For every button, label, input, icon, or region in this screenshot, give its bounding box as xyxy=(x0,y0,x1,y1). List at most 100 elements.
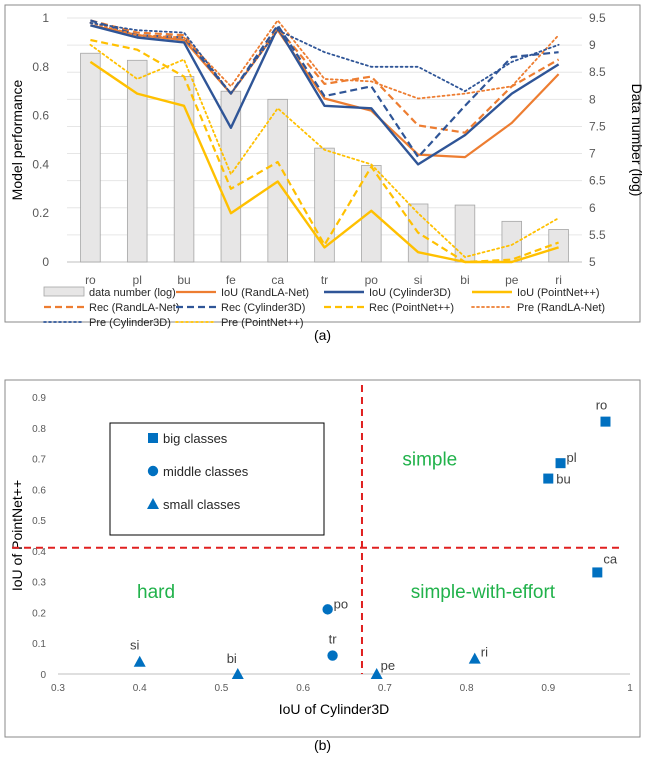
y-tick-label: 0.1 xyxy=(32,639,46,650)
point-tr xyxy=(327,650,338,661)
point-bi xyxy=(231,668,244,679)
panel-b-chart: 0.3 0.4 0.5 0.6 0.7 0.8 0.9 1 0 0.1 0.2 0.3 0.4 0.5 0.… xyxy=(4,379,641,738)
legend-label: middle classes xyxy=(163,464,249,479)
legend-label: Rec (RandLA-Net) xyxy=(89,302,179,314)
panel-a-chart: 0 0.2 0.4 0.6 0.8 1 5 5.5 6 6.5 7 7.5 8 8.5 9 9.5 ro pl bu… xyxy=(4,4,645,329)
series-line-2 xyxy=(89,60,559,264)
series-line-5 xyxy=(90,38,559,264)
point-label-ca: ca xyxy=(603,551,618,566)
x-tick-label: 0.4 xyxy=(133,683,147,694)
legend-label: Pre (Cylinder3D) xyxy=(89,317,171,329)
legend-marker-triangle xyxy=(147,498,159,509)
x-tick-label: ri xyxy=(555,273,562,287)
x-tick-label: 0.7 xyxy=(378,683,392,694)
y-tick-label: 0.8 xyxy=(32,60,49,74)
series-line-3 xyxy=(90,19,560,134)
series-line-7 xyxy=(89,21,560,95)
panel-b-border xyxy=(4,379,641,738)
y-axis-title: IoU of PointNet++ xyxy=(9,480,25,591)
point-label-ri: ri xyxy=(481,645,488,660)
x-tick-label: fe xyxy=(226,273,236,287)
x-tick-label: si xyxy=(414,273,423,287)
point-label-po: po xyxy=(334,596,348,611)
point-ca xyxy=(592,567,603,578)
x-tick-label: bi xyxy=(460,273,469,287)
legend-label: small classes xyxy=(163,497,241,512)
legend-label: IoU (PointNet++) xyxy=(517,287,600,299)
x-tick-label: ca xyxy=(271,273,284,287)
y-tick-label: 0.2 xyxy=(32,608,46,619)
point-ro xyxy=(600,416,611,427)
point-ri xyxy=(468,652,481,664)
point-label-ro: ro xyxy=(596,398,608,413)
legend-label: Rec (Cylinder3D) xyxy=(221,302,305,314)
region-label-hard: hard xyxy=(137,582,175,603)
x-tick-label: ro xyxy=(85,273,96,287)
y2-tick-label: 9.5 xyxy=(589,11,606,25)
series-line-6 xyxy=(89,19,560,100)
series-line-8 xyxy=(89,43,560,259)
y2-tick-label: 9 xyxy=(589,38,596,52)
legend-label: IoU (Cylinder3D) xyxy=(369,287,451,299)
series-line-1 xyxy=(90,24,560,166)
bar-pl xyxy=(126,59,148,263)
point-bu xyxy=(543,473,554,484)
legend-swatch xyxy=(43,286,85,297)
x-tick-label: 0.8 xyxy=(460,683,474,694)
x-tick-label: 1 xyxy=(627,683,633,694)
y-tick-label: 0 xyxy=(40,670,46,681)
x-tick-label: bu xyxy=(177,273,190,287)
bar-po xyxy=(361,165,382,263)
y2-tick-label: 8.5 xyxy=(589,65,606,79)
panel-a-label: (a) xyxy=(313,327,332,343)
point-label-bu: bu xyxy=(556,472,570,487)
legend-label: IoU (RandLA-Net) xyxy=(221,287,309,299)
y-tick-label: 0.8 xyxy=(32,424,46,435)
y2-tick-label: 5.5 xyxy=(589,228,606,242)
point-pl xyxy=(555,458,566,469)
bar-pe xyxy=(501,220,523,263)
y-tick-label: 0.6 xyxy=(32,485,46,496)
y-tick-label: 0.9 xyxy=(32,393,46,404)
y-tick-label: 1 xyxy=(42,11,49,25)
y2-tick-label: 8 xyxy=(589,92,596,106)
bar-tr xyxy=(314,147,335,263)
y-tick-label: 0.4 xyxy=(32,547,46,558)
panel-a-border xyxy=(4,4,641,323)
region-label-simple: simple xyxy=(402,450,457,471)
point-label-pe: pe xyxy=(381,658,395,673)
y-axis-title: Model performance xyxy=(9,79,25,200)
y2-tick-label: 7.5 xyxy=(589,119,606,133)
y-tick-label: 0.4 xyxy=(32,157,49,171)
x-tick-label: 0.9 xyxy=(541,683,555,694)
x-axis-title: IoU of Cylinder3D xyxy=(279,701,390,717)
y-tick-label: 0.7 xyxy=(32,455,46,466)
y-tick-label: 0.6 xyxy=(32,109,49,123)
y2-tick-label: 6.5 xyxy=(589,174,606,188)
y2-axis-title: Data number (log) xyxy=(629,84,645,197)
legend-label: Pre (PointNet++) xyxy=(221,317,304,329)
y2-tick-label: 6 xyxy=(589,201,596,215)
x-tick-label: pl xyxy=(133,273,142,287)
y-tick-label: 0.5 xyxy=(32,516,46,527)
y2-tick-label: 5 xyxy=(589,255,596,269)
panel-b-label: (b) xyxy=(313,737,332,753)
point-pe xyxy=(370,668,383,679)
point-si xyxy=(133,655,146,667)
legend-marker-square xyxy=(148,433,158,443)
y-tick-label: 0.3 xyxy=(32,578,46,589)
point-po xyxy=(322,604,333,615)
x-tick-label: po xyxy=(365,273,379,287)
x-tick-label: tr xyxy=(321,273,328,287)
y2-tick-label: 7 xyxy=(589,147,596,161)
x-tick-label: 0.6 xyxy=(296,683,310,694)
bar-ro xyxy=(80,52,101,263)
x-tick-label: 0.5 xyxy=(214,683,228,694)
bar-bi xyxy=(454,204,476,263)
region-label-simple-with-effort: simple-with-effort xyxy=(411,582,556,603)
legend-label: data number (log) xyxy=(89,287,176,299)
legend-box xyxy=(109,422,325,536)
legend-label: Rec (PointNet++) xyxy=(369,302,454,314)
point-label-bi: bi xyxy=(227,651,237,666)
